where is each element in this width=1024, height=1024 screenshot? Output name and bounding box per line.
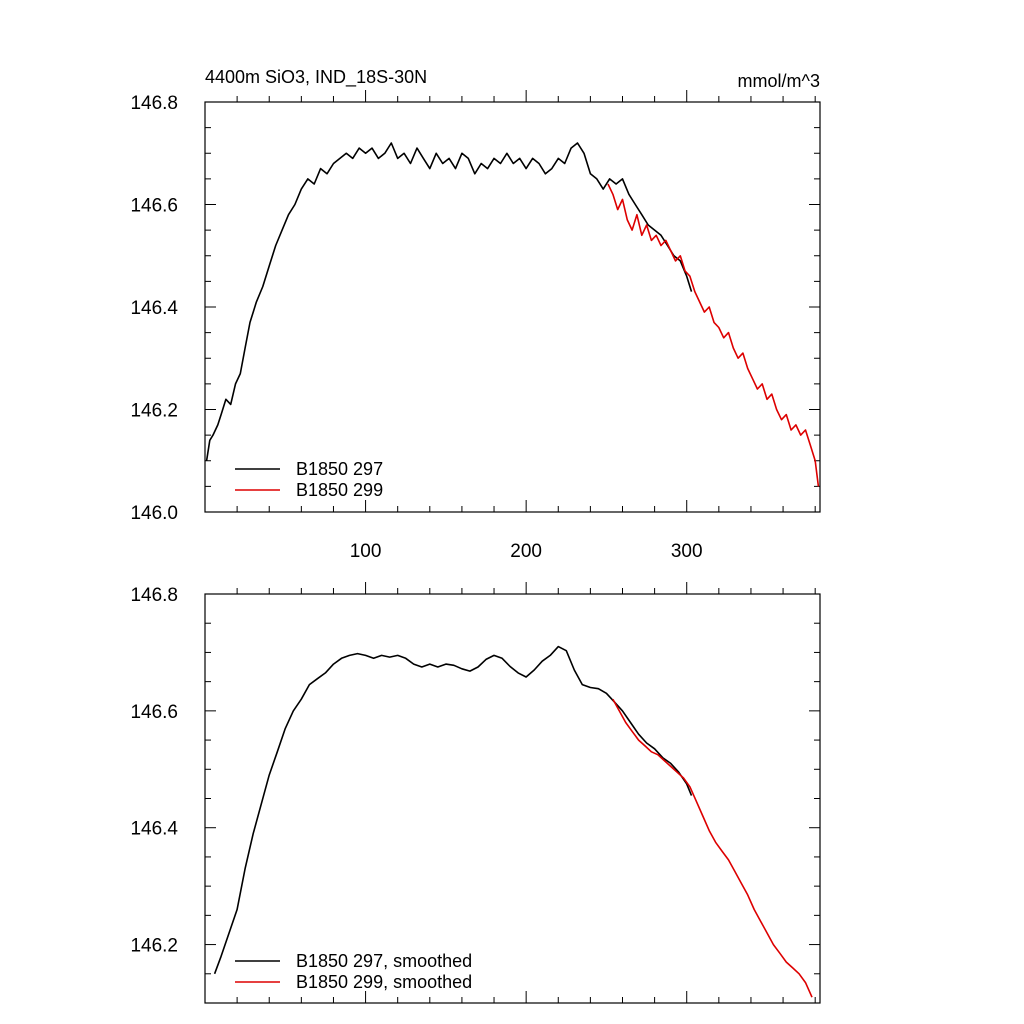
plot-frame xyxy=(204,593,821,1004)
legend-label: B1850 299 xyxy=(296,480,383,500)
y-tick-label: 146.4 xyxy=(130,819,178,840)
series-line-b1850-297 xyxy=(205,142,693,461)
y-tick-label: 146.2 xyxy=(130,401,178,422)
y-tick-label: 146.8 xyxy=(130,585,178,606)
bottom-panel: 146.2 146.4 146.6 146.8 B1850 297, smoothedB… xyxy=(130,582,821,1004)
x-tick-label: 200 xyxy=(510,541,542,562)
y-tick-label: 146.6 xyxy=(130,196,178,217)
top-panel: 146.0 146.2 146.4 146.6 146.8 100 200 300 B1850 … xyxy=(130,90,821,562)
series-line-b1850-299 xyxy=(607,183,820,487)
legend-label: B1850 297 xyxy=(296,459,383,479)
y-tick-label: 146.2 xyxy=(130,936,178,957)
y-tick-label: 146.6 xyxy=(130,702,178,723)
x-tick-label: 100 xyxy=(350,541,382,562)
y-tick-label: 146.4 xyxy=(130,298,178,319)
x-tick-label: 300 xyxy=(671,541,703,562)
series-line-b1850-297 xyxy=(213,645,693,975)
units-label: mmol/m^3 xyxy=(738,71,820,91)
legend-label: B1850 299, smoothed xyxy=(296,972,472,992)
y-tick-label: 146.0 xyxy=(130,503,178,524)
y-tick-label: 146.8 xyxy=(130,93,178,114)
chart-title: 4400m SiO3, IND_18S-30N xyxy=(205,67,427,88)
legend-label: B1850 297, smoothed xyxy=(296,951,472,971)
series-line-b1850-299 xyxy=(612,698,813,998)
